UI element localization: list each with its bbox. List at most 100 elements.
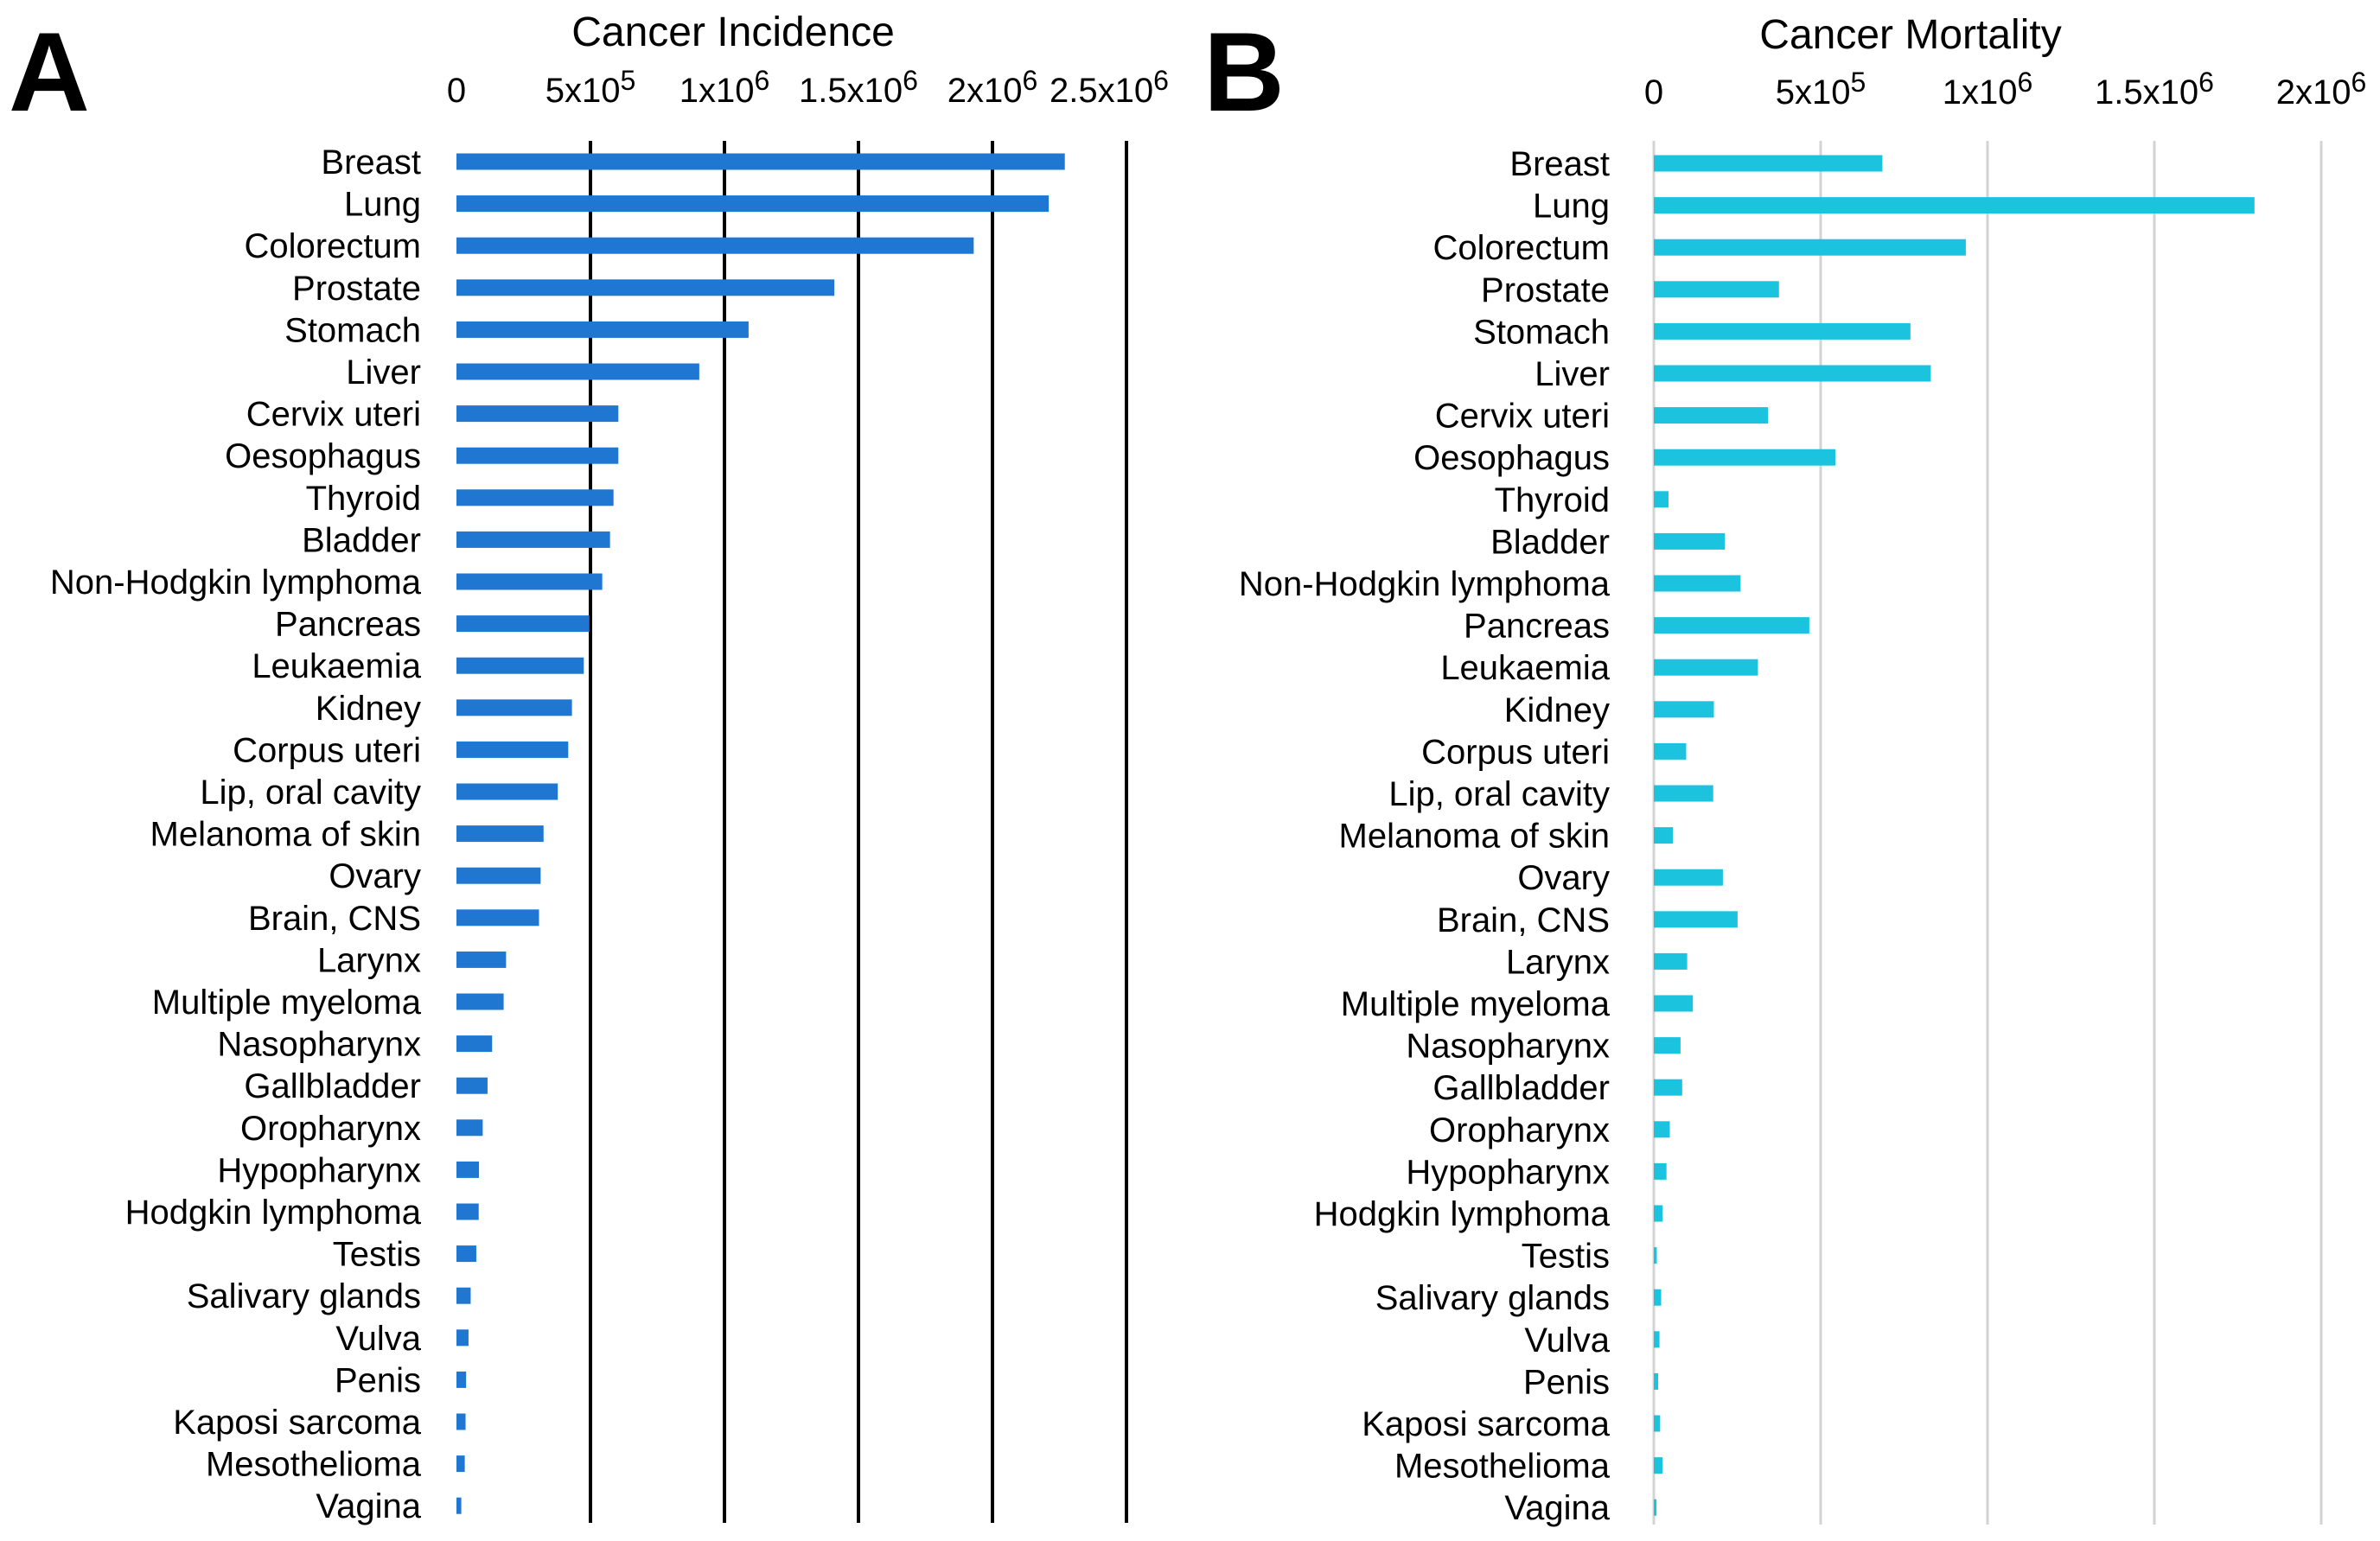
bar-brain-cns xyxy=(456,909,539,927)
chart-title-mortality: Cancer Mortality xyxy=(1759,12,2061,58)
bar-leukaemia xyxy=(1654,659,1758,676)
category-label: Vagina xyxy=(1504,1489,1610,1527)
bar-corpus-uteri xyxy=(1654,742,1687,760)
x-tick-label: 1.5x106 xyxy=(799,65,918,110)
x-tick-label: 5x105 xyxy=(1776,67,1866,111)
category-label: Hypopharynx xyxy=(217,1151,421,1189)
panel-mortality: B Cancer Mortality 0 5x105 1x106 1.5x106 2x1… xyxy=(1203,9,2366,1527)
bar-gallbladder xyxy=(1654,1079,1682,1096)
bar-prostate xyxy=(1654,281,1779,298)
bar-ovary xyxy=(456,867,541,884)
bar-melanoma-of-skin xyxy=(456,825,544,843)
category-label: Melanoma of skin xyxy=(150,816,421,854)
x-tick-label: 2x106 xyxy=(2276,67,2367,111)
panel-incidence: A Cancer Incidence 0 5x105 1x106 1.5x106 2x1… xyxy=(9,9,1169,1525)
bar-oropharynx xyxy=(1654,1121,1670,1138)
bar-bladder xyxy=(1654,532,1726,550)
bar-kaposi-sarcoma xyxy=(1654,1415,1661,1432)
x-tick-label: 2x106 xyxy=(948,65,1038,110)
bar-mesothelioma xyxy=(1654,1457,1663,1474)
bar-nasopharynx xyxy=(1654,1037,1681,1054)
bar-multiple-myeloma xyxy=(1654,995,1694,1012)
category-label: Bladder xyxy=(302,521,421,559)
x-tick-label: 5x105 xyxy=(546,65,636,110)
bar-lung xyxy=(1654,197,2255,214)
x-tick-label: 1x106 xyxy=(680,65,770,110)
category-label: Oropharynx xyxy=(1429,1111,1610,1149)
category-label: Salivary glands xyxy=(1375,1279,1610,1317)
x-tick-label: 0 xyxy=(1644,73,1663,111)
x-tick-label: 0 xyxy=(447,72,466,110)
category-label: Prostate xyxy=(292,270,421,308)
x-tick-label: 1x106 xyxy=(1943,67,2033,111)
category-label: Non-Hodgkin lymphoma xyxy=(1239,565,1611,603)
bar-oropharynx xyxy=(456,1119,483,1137)
category-label: Salivary glands xyxy=(187,1277,421,1315)
bar-liver xyxy=(1654,365,1931,382)
category-label: Kaposi sarcoma xyxy=(173,1404,422,1442)
category-label: Hypopharynx xyxy=(1406,1153,1610,1191)
bar-nasopharynx xyxy=(456,1035,493,1053)
bar-breast xyxy=(1654,155,1883,172)
gridlines-mortality xyxy=(1652,141,2323,1525)
bar-salivary-glands xyxy=(456,1287,471,1304)
category-label: Nasopharynx xyxy=(217,1026,421,1064)
bar-vulva xyxy=(456,1329,469,1347)
bar-salivary-glands xyxy=(1654,1289,1662,1306)
bar-kaposi-sarcoma xyxy=(456,1413,466,1430)
category-label: Corpus uteri xyxy=(233,731,421,769)
bar-hypopharynx xyxy=(1654,1162,1667,1180)
category-label: Liver xyxy=(1535,355,1610,393)
category-label: Mesothelioma xyxy=(1394,1448,1611,1486)
category-label: Lip, oral cavity xyxy=(200,774,421,812)
bar-oesophagus xyxy=(1654,449,1835,466)
bar-testis xyxy=(1654,1247,1657,1264)
bar-non-hodgkin-lymphoma xyxy=(1654,575,1741,592)
category-label: Leukaemia xyxy=(252,647,421,685)
category-label: Lung xyxy=(1533,188,1610,226)
category-label: Leukaemia xyxy=(1440,649,1610,687)
category-label: Colorectum xyxy=(1432,229,1610,267)
panel-label-a: A xyxy=(9,9,90,135)
bar-kidney xyxy=(1654,701,1714,718)
category-label: Penis xyxy=(335,1361,421,1399)
panel-label-b: B xyxy=(1203,9,1285,135)
bar-breast xyxy=(456,153,1065,170)
category-label: Vagina xyxy=(316,1487,421,1525)
bar-oesophagus xyxy=(456,447,619,464)
category-label: Vulva xyxy=(335,1320,421,1358)
category-label: Mesothelioma xyxy=(206,1446,422,1484)
category-label: Pancreas xyxy=(1464,608,1610,646)
category-label: Larynx xyxy=(1506,943,1610,981)
bar-bladder xyxy=(456,531,610,548)
bar-vagina xyxy=(1654,1499,1657,1516)
bar-cervix-uteri xyxy=(456,405,619,423)
bar-lung xyxy=(456,195,1050,213)
category-label: Vulva xyxy=(1524,1321,1610,1360)
bar-pancreas xyxy=(456,615,590,633)
category-label: Hodgkin lymphoma xyxy=(125,1194,422,1232)
bar-hodgkin-lymphoma xyxy=(1654,1205,1663,1222)
x-tick-label: 1.5x106 xyxy=(2095,67,2214,111)
bar-larynx xyxy=(1654,952,1688,970)
bar-gallbladder xyxy=(456,1077,488,1094)
bar-lip-oral-cavity xyxy=(456,783,558,800)
category-label: Cervix uteri xyxy=(246,396,421,434)
bar-vulva xyxy=(1654,1331,1660,1348)
category-label: Gallbladder xyxy=(244,1067,421,1105)
x-tick-label: 2.5x106 xyxy=(1050,65,1169,110)
category-label: Thyroid xyxy=(1495,481,1610,519)
bar-prostate xyxy=(456,279,835,296)
category-label: Gallbladder xyxy=(1432,1069,1610,1107)
gridlines-incidence xyxy=(589,141,1128,1523)
category-label: Ovary xyxy=(1517,859,1610,897)
bar-leukaemia xyxy=(456,657,584,674)
category-label: Stomach xyxy=(1473,313,1610,351)
category-label: Non-Hodgkin lymphoma xyxy=(50,564,422,602)
bar-hypopharynx xyxy=(456,1161,480,1178)
bar-thyroid xyxy=(1654,491,1669,508)
category-label: Oesophagus xyxy=(225,437,421,475)
category-label: Penis xyxy=(1523,1363,1610,1401)
